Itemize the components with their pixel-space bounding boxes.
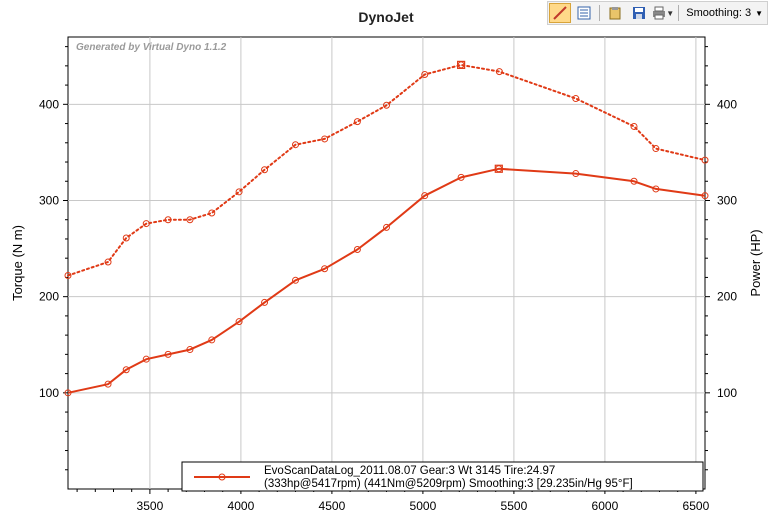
y-axis-label-right: Power (HP) <box>748 229 763 296</box>
torque-point <box>122 234 130 242</box>
torque-point <box>186 216 194 224</box>
power-point <box>321 265 329 273</box>
y-tick-label-right: 400 <box>717 97 737 111</box>
power-point <box>64 389 72 397</box>
x-tick-label: 6000 <box>592 499 619 513</box>
torque-point <box>64 272 72 280</box>
power-point <box>104 380 112 388</box>
torque-point <box>701 156 709 164</box>
peak-marker <box>494 164 503 173</box>
torque-point <box>421 71 429 79</box>
power-point <box>142 355 150 363</box>
chevron-down-icon: ▼ <box>666 8 675 18</box>
toolbar-separator <box>678 5 680 21</box>
toolbar-separator <box>599 5 601 21</box>
y-tick-label-left: 300 <box>39 193 59 207</box>
torque-point <box>261 166 269 174</box>
power-point <box>630 177 638 185</box>
power-point <box>208 336 216 344</box>
power-point <box>652 185 660 193</box>
torque-point <box>104 258 112 266</box>
chart-title: DynoJet <box>358 9 414 25</box>
smoothing-dropdown[interactable]: Smoothing: 3 ▼ <box>682 7 767 19</box>
y-tick-label-left: 100 <box>39 386 59 400</box>
plot-frame <box>67 36 706 490</box>
power-point <box>383 223 390 231</box>
x-tick-label: 5000 <box>410 499 437 513</box>
printer-icon[interactable]: ▼ <box>652 3 674 23</box>
power-point <box>457 173 465 181</box>
data-table-icon[interactable] <box>573 3 595 23</box>
power-point <box>164 350 172 358</box>
chart-toolbar: ▼ Smoothing: 3 ▼ <box>547 1 768 25</box>
torque-point <box>495 68 503 76</box>
torque-curve <box>67 63 706 277</box>
torque-point <box>353 118 361 126</box>
power-point <box>292 276 299 284</box>
legend-box <box>181 461 704 492</box>
y-tick-label-right: 100 <box>717 386 737 400</box>
power-point <box>572 170 580 178</box>
power-point <box>421 192 429 200</box>
y-tick-label-right: 300 <box>717 193 737 207</box>
watermark-text: Generated by Virtual Dyno 1.1.2 <box>76 42 227 53</box>
legend-line-1: EvoScanDataLog_2011.08.07 Gear:3 Wt 3145… <box>264 465 555 477</box>
power-point <box>701 192 709 200</box>
torque-point <box>383 101 390 109</box>
y-tick-label-left: 400 <box>39 97 59 111</box>
power-point <box>261 298 269 306</box>
power-point <box>122 366 130 374</box>
torque-point <box>652 145 660 153</box>
clipboard-icon[interactable] <box>604 3 626 23</box>
torque-point <box>292 141 299 149</box>
torque-point <box>164 216 172 224</box>
torque-point <box>572 95 580 103</box>
x-tick-label: 5500 <box>501 499 528 513</box>
save-disk-icon[interactable] <box>628 3 650 23</box>
x-tick-label: 4000 <box>228 499 255 513</box>
torque-point <box>630 122 638 130</box>
power-curve <box>67 167 706 394</box>
torque-point <box>321 135 329 143</box>
y-axis-label-left: Torque (N m) <box>10 225 25 301</box>
power-point <box>186 346 194 354</box>
y-tick-label-right: 200 <box>717 290 737 304</box>
x-tick-label: 6500 <box>683 499 710 513</box>
y-tick-label-left: 200 <box>39 290 59 304</box>
torque-point <box>142 220 150 228</box>
legend-line-2: (333hp@5417rpm) (441Nm@5209rpm) Smoothin… <box>264 478 633 490</box>
peak-marker <box>457 60 466 69</box>
legend-swatch-marker <box>218 473 226 481</box>
power-point <box>353 246 361 254</box>
torque-point <box>208 209 216 217</box>
line-chart-icon[interactable] <box>549 3 572 23</box>
power-point <box>235 318 243 326</box>
x-tick-label: 4500 <box>319 499 346 513</box>
smoothing-label: Smoothing: 3 <box>686 7 752 19</box>
chevron-down-icon: ▼ <box>755 8 763 18</box>
x-tick-label: 3500 <box>137 499 164 513</box>
torque-point <box>235 188 243 196</box>
